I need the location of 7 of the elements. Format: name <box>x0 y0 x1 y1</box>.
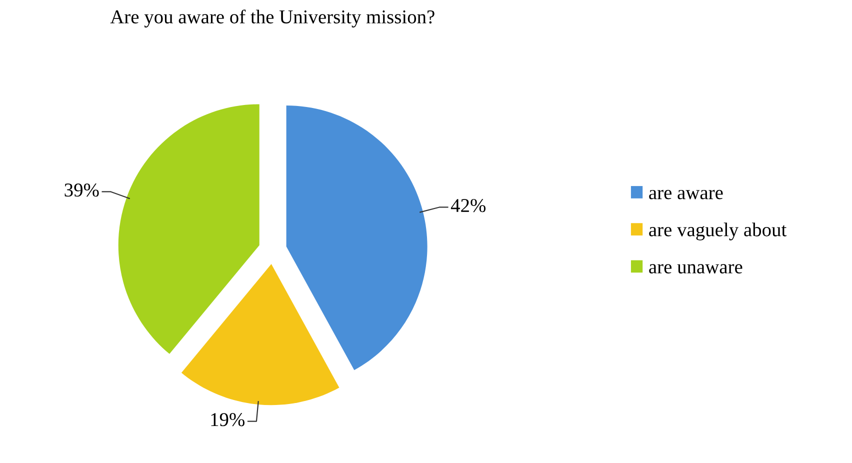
data-label: 42% <box>450 198 486 212</box>
legend-label: are unaware <box>649 264 742 274</box>
chart-title: Are you aware of the University mission? <box>110 10 434 28</box>
data-label: 19% <box>211 413 245 426</box>
legend-label: are aware <box>649 190 723 200</box>
legend-label: are vaguely about <box>649 222 787 240</box>
data-label: 39% <box>64 183 99 197</box>
